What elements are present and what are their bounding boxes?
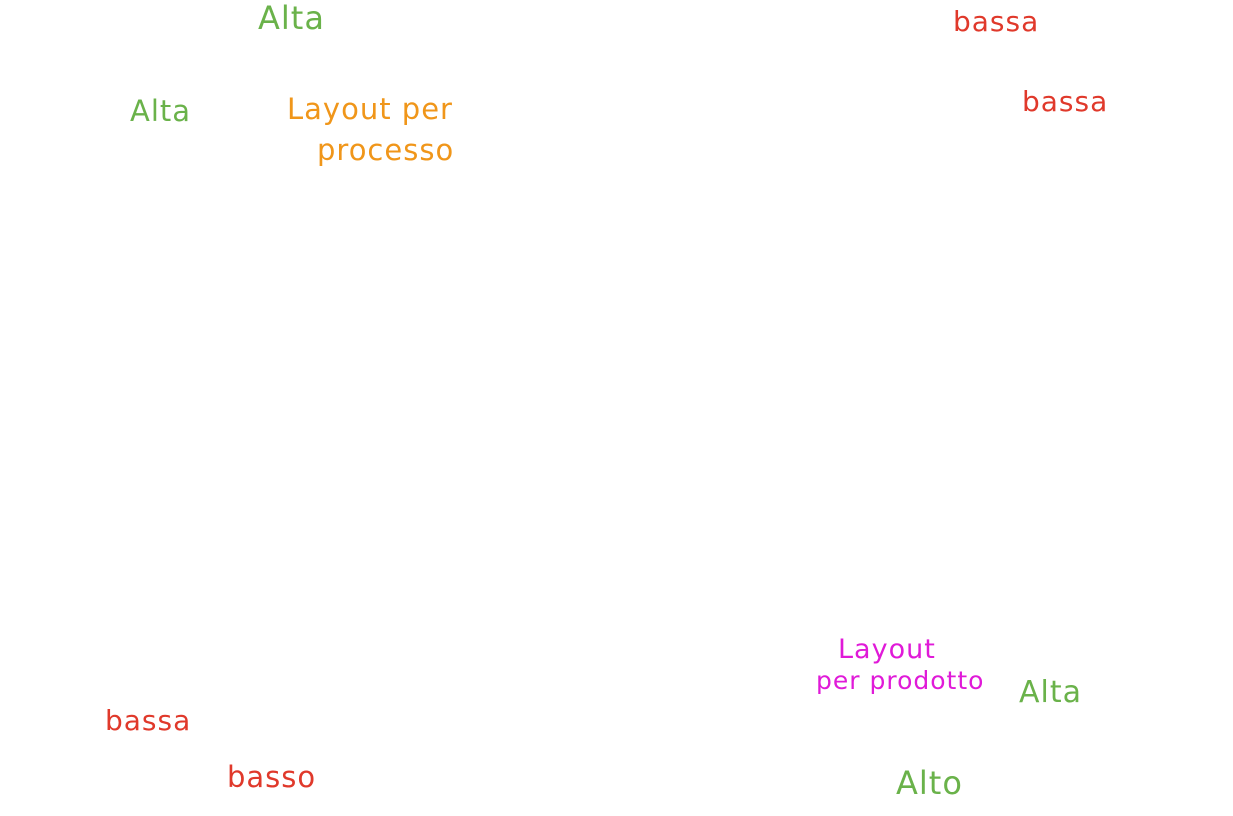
note-alto-bottom-right: Alto (896, 764, 963, 802)
note-layout-per-processo: Layout per processo (287, 92, 455, 168)
note-bassa-top-right-2: bassa (1022, 85, 1109, 118)
note-bassa-bottom-left: bassa (105, 704, 192, 737)
note-layout-per-prodotto-line2: per prodotto (816, 666, 985, 696)
note-layout-per-prodotto-line1: Layout (838, 634, 936, 665)
note-alta-top: Alta (258, 0, 325, 37)
note-alta-left: Alta (130, 94, 192, 128)
note-basso-bottom-left: basso (227, 760, 317, 794)
note-layout-per-processo-line1: Layout per (287, 92, 453, 126)
note-alta-bottom-right: Alta (1019, 675, 1083, 710)
note-bassa-top-right-1: bassa (953, 5, 1040, 38)
note-layout-per-processo-line2: processo (317, 133, 455, 168)
note-layout-per-prodotto: Layout per prodotto (816, 634, 984, 696)
